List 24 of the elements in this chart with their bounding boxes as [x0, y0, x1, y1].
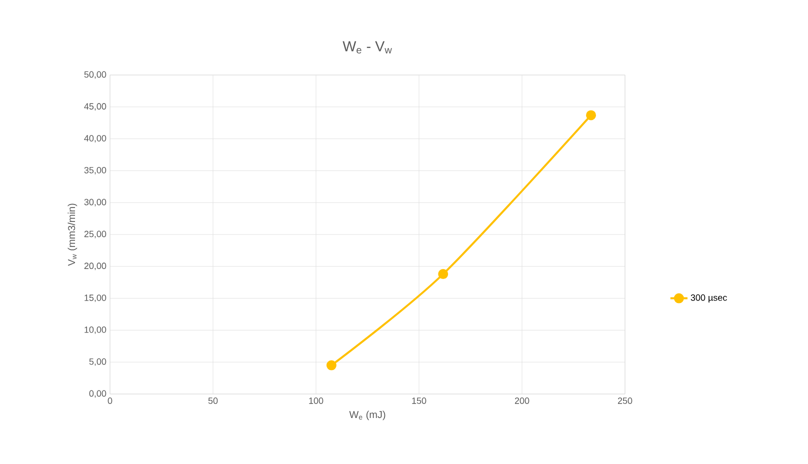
y-tick-label: 30,00 [84, 198, 106, 206]
x-tick-label: 200 [514, 398, 530, 404]
x-tick-label: 100 [309, 398, 324, 404]
y-tick-label: 40,00 [84, 135, 106, 143]
y-tick-label: 50,00 [84, 71, 106, 79]
x-tick-label: 0 [108, 398, 112, 404]
y-axis-title: V$_{w}$ (mm3/min) [68, 204, 78, 266]
x-axis-title: W$_{e}$ (mJ) [349, 410, 386, 420]
x-tick-label: 150 [412, 398, 426, 404]
y-tick-label: 10,00 [84, 326, 106, 334]
y-tick-label: 35,00 [84, 166, 106, 174]
y-tick-label: 45,00 [84, 103, 106, 111]
point [438, 269, 448, 280]
y-tick-label: 15,00 [84, 294, 106, 302]
point [326, 360, 336, 370]
y-tick-label: 5,00 [89, 358, 106, 366]
y-tick-label: 0,00 [89, 390, 106, 398]
y-tick-label: 20,00 [84, 262, 106, 270]
x-tick-label: 250 [618, 398, 632, 404]
legend-label: 300 µsec [690, 294, 727, 303]
y-tick-label: 25,00 [84, 230, 106, 238]
point [586, 110, 596, 120]
chart-title: W$_{e}$ - V$_{w}$ [342, 41, 392, 54]
x-tick-label: 50 [208, 398, 218, 404]
